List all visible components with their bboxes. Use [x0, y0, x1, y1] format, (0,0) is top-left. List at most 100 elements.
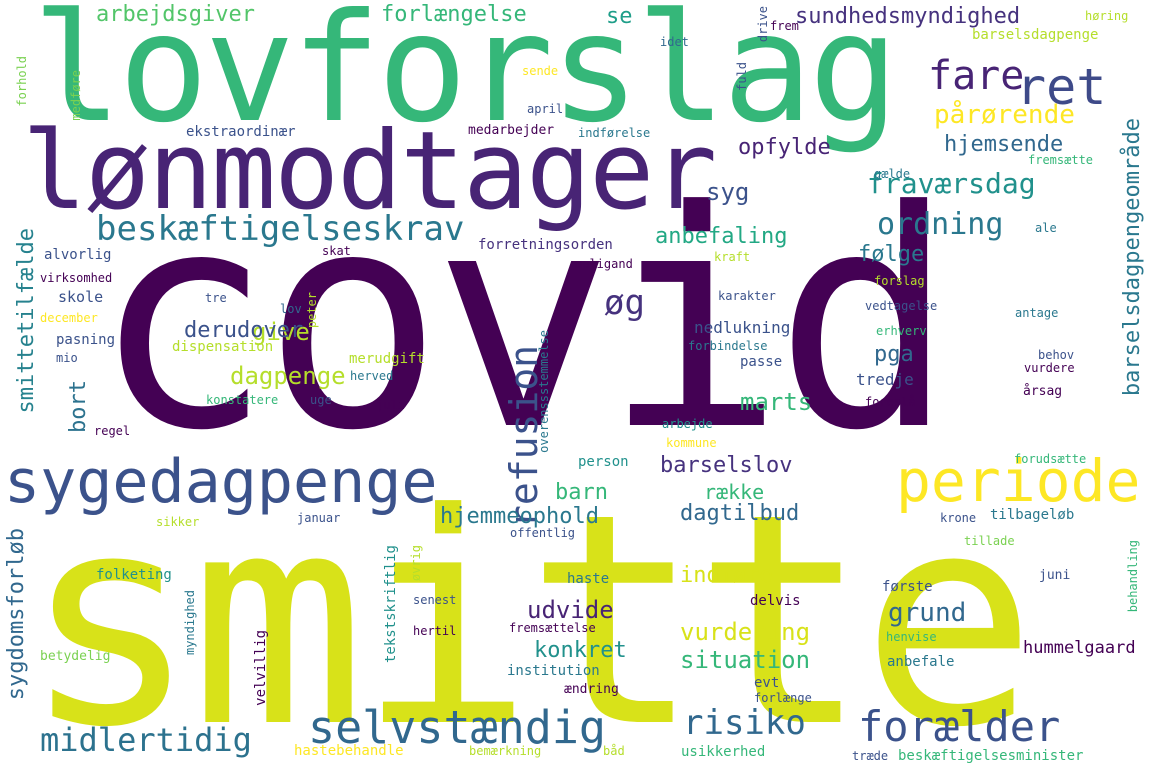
- word-folge: følge: [858, 242, 925, 267]
- word-covid: covid: [92, 147, 955, 496]
- word-beskaeftigelseskrav: beskæftigelseskrav: [96, 209, 465, 249]
- word-tekstskriftlig: tekstskriftlig: [383, 545, 399, 664]
- word-derudover-visible: derudover: [184, 318, 304, 343]
- word-forhold: forhold: [15, 56, 29, 107]
- word-parorende: pårørende: [934, 100, 1075, 130]
- word-erhverv: erhverv: [876, 324, 927, 338]
- word-delvis: delvis: [750, 593, 801, 609]
- word-bemaerkning: bemærkning: [469, 744, 542, 758]
- word-haste: haste: [567, 571, 610, 587]
- word-medarbejder: medarbejder: [468, 123, 555, 138]
- word-person: person: [578, 454, 629, 470]
- word-januar: januar: [297, 511, 341, 525]
- word-sende: sende: [522, 64, 559, 78]
- word-se: se: [606, 4, 633, 29]
- word-overenssstemmelse: overenssstemmelse: [537, 330, 551, 453]
- word-mio: mio: [56, 351, 78, 365]
- word-konstatere: konstatere: [206, 393, 279, 407]
- word-bort: bort: [66, 380, 91, 433]
- word-aendring: ændring: [564, 682, 619, 697]
- word-anbefaling: anbefaling: [655, 224, 788, 249]
- word-sygedagpenge: sygedagpenge: [4, 447, 438, 517]
- word-dagpenge: dagpenge: [230, 362, 346, 390]
- word-risiko: risiko: [683, 703, 806, 743]
- word-sygdomsforlob: sygdomsforløb: [4, 528, 29, 701]
- word-situation: situation: [680, 646, 811, 674]
- word-juni: juni: [1039, 568, 1071, 583]
- word-syg: syg: [706, 178, 750, 206]
- word-ale: ale: [1035, 221, 1057, 235]
- word-pga: pga: [874, 342, 914, 367]
- word-hummelgaard: hummelgaard: [1023, 638, 1136, 658]
- word-behov: behov: [1038, 348, 1075, 362]
- word-kommune: kommune: [666, 436, 717, 450]
- word-medfore: medføre: [69, 70, 83, 121]
- word-december: december: [40, 311, 98, 325]
- word-pasning: pasning: [56, 332, 116, 348]
- word-ordning: ordning: [877, 207, 1004, 242]
- word-opfylde: opfylde: [738, 135, 831, 160]
- word-forlaenge: forlænge: [754, 691, 812, 705]
- word-tillade: tillade: [964, 534, 1015, 548]
- word-smitte: smitte: [22, 451, 1037, 770]
- word-barn: barn: [555, 480, 608, 505]
- word-lovforslag: lovforslag: [32, 0, 899, 156]
- word-kraft: kraft: [714, 250, 751, 264]
- word-arbejde: arbejde: [662, 417, 713, 431]
- word-vurdering: vurdering: [680, 618, 811, 646]
- word-passe: passe: [740, 354, 783, 370]
- word-hjemmeophold: hjemmeophold: [440, 504, 599, 529]
- word-myndighed: myndighed: [183, 590, 197, 656]
- word-dispensation: dispensation: [172, 339, 274, 355]
- word-betydelig: betydelig: [40, 649, 111, 664]
- word-evt: evt: [754, 675, 780, 691]
- word-fare: fare: [928, 53, 1025, 99]
- word-baad: båd: [603, 744, 625, 758]
- word-usikkerhed: usikkerhed: [681, 744, 766, 760]
- word-raekke: række: [704, 480, 765, 504]
- word-forbindelse: forbindelse: [688, 339, 768, 353]
- word-marts: marts: [740, 388, 813, 416]
- word-ekstraordinaer: ekstraordinær: [186, 124, 296, 140]
- word-offentlig: offentlig: [510, 526, 576, 540]
- word-virksomhed: virksomhed: [40, 271, 113, 285]
- word-fremsaette: fremsætte: [1028, 153, 1094, 167]
- word-velvillig: velvillig: [253, 630, 269, 706]
- word-og: øg: [604, 283, 645, 323]
- word-sikker: sikker: [156, 515, 200, 529]
- word-forslag: forslag: [874, 274, 925, 288]
- word-hjemsende: hjemsende: [944, 132, 1064, 157]
- word-skole: skole: [58, 288, 104, 306]
- word-traede: træde: [852, 749, 889, 763]
- word-dagtilbud: dagtilbud: [680, 501, 800, 526]
- word-selvstaendig: selvstændig: [308, 701, 607, 754]
- word-herved: herved: [350, 369, 394, 383]
- word-nedlukning: nedlukning: [694, 318, 791, 337]
- word-karakter: karakter: [718, 289, 776, 303]
- word-barselslov: barselslov: [660, 453, 793, 478]
- word-gaelde: gælde: [874, 167, 911, 181]
- word-antage: antage: [1015, 306, 1059, 320]
- word-tilbagelob: tilbageløb: [990, 507, 1075, 523]
- word-vurdere: vurdere: [1024, 361, 1075, 375]
- word-indfore: indføre: [680, 563, 773, 588]
- word-lov: lov: [280, 302, 302, 316]
- word-behandling: behandling: [1126, 540, 1140, 613]
- word-april: april: [527, 102, 564, 116]
- word-merudgift: merudgift: [349, 351, 425, 367]
- word-give: give: [252, 318, 310, 346]
- word-foreslaa: foreslå: [865, 395, 916, 409]
- word-indforelse: indførelse: [578, 126, 651, 140]
- word-alvorlig: alvorlig: [44, 247, 112, 263]
- word-horing: høring: [1085, 9, 1129, 23]
- word-konkret: konkret: [534, 638, 627, 663]
- word-periode: periode: [896, 447, 1141, 515]
- word-midlertidig: midlertidig: [40, 721, 252, 759]
- word-vedtagelse: vedtagelse: [865, 299, 938, 313]
- word-krone: krone: [940, 511, 977, 525]
- word-barselsdagpenge: barselsdagpenge: [972, 27, 1099, 43]
- word-forudsaette: forudsætte: [1014, 452, 1087, 466]
- word-anbefale: anbefale: [887, 654, 955, 670]
- word-barselsdagpengeomraade: barselsdagpengeområde: [1120, 118, 1145, 397]
